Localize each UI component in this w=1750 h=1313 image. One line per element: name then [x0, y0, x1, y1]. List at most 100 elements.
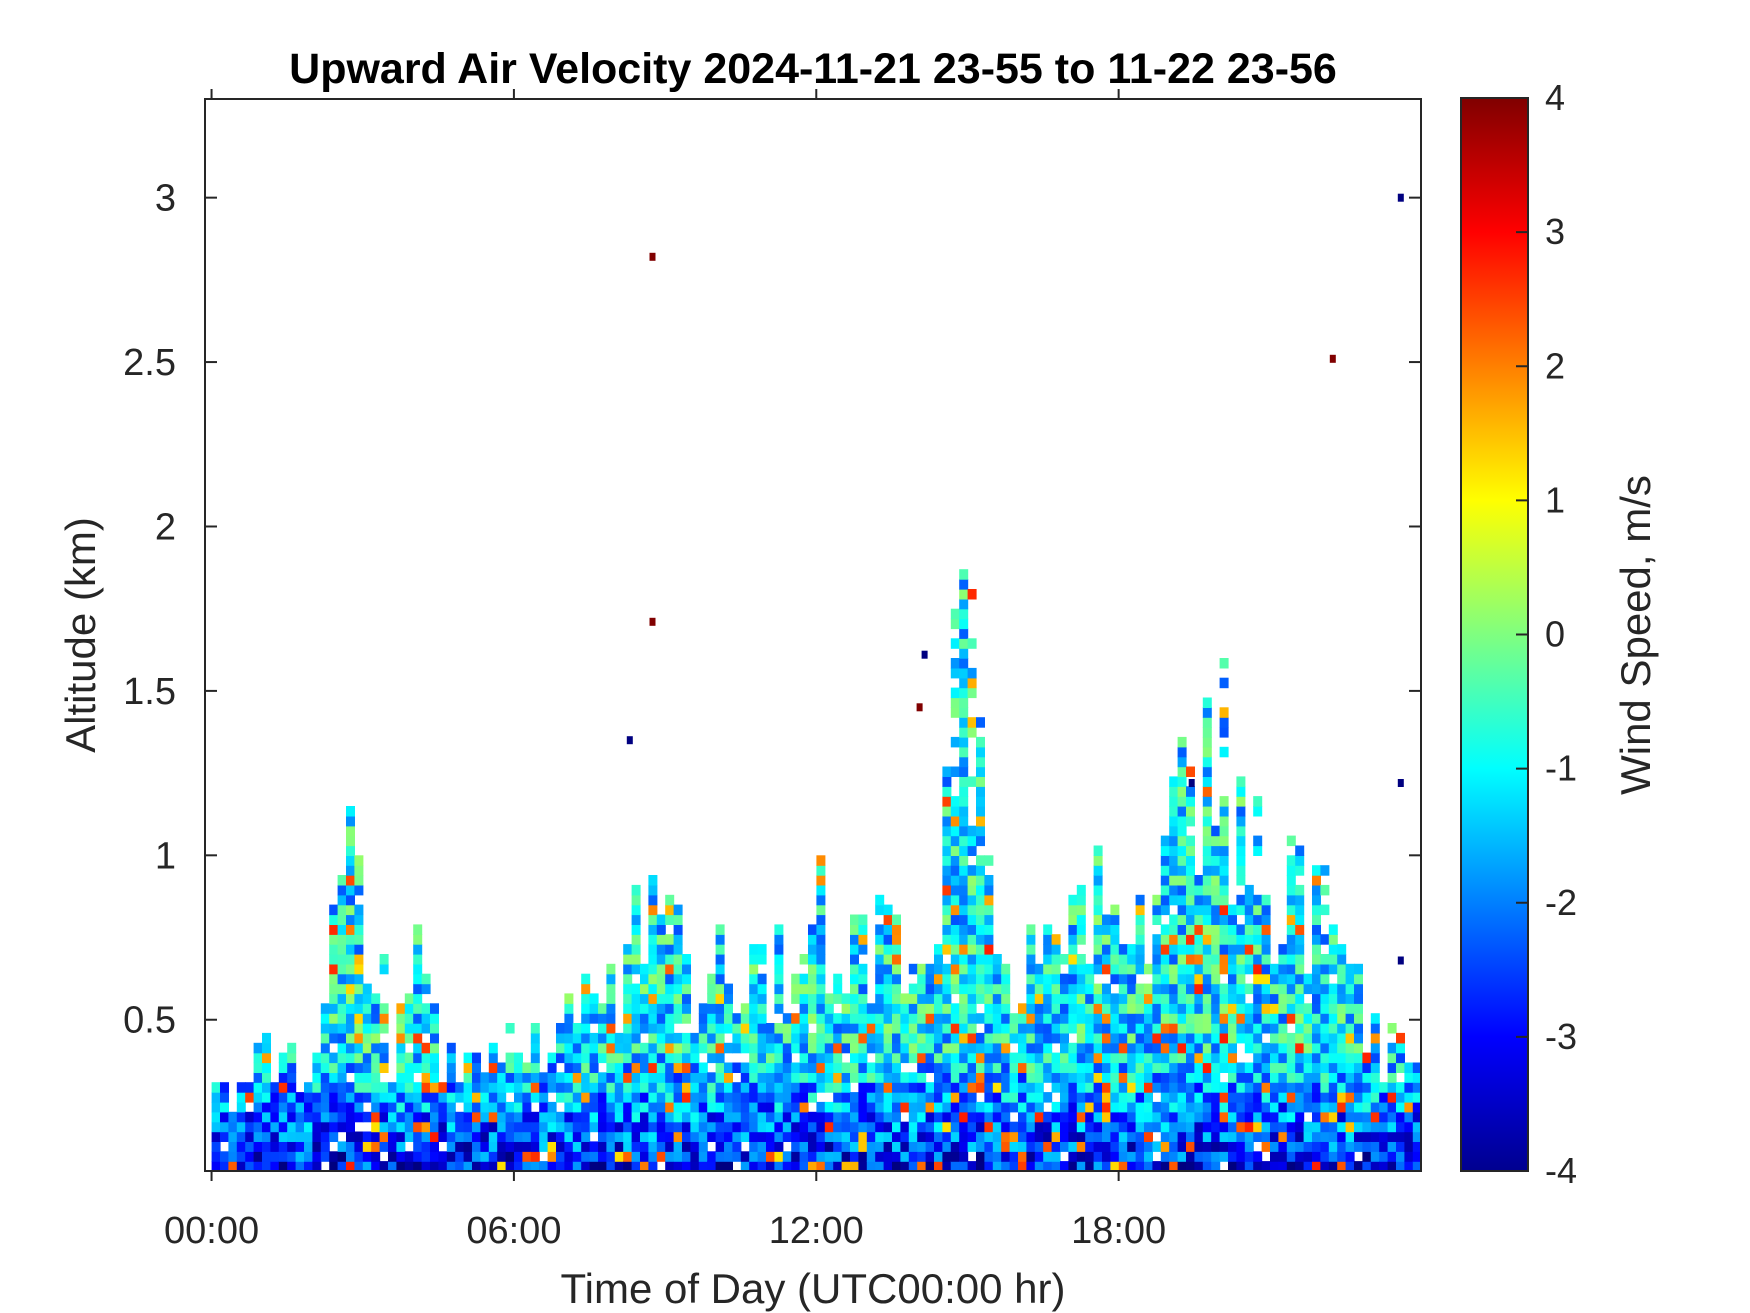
heatmap-cell — [1118, 1161, 1128, 1171]
heatmap-cell — [1211, 894, 1221, 906]
heatmap-cell — [648, 1023, 658, 1034]
heatmap-cell — [262, 1131, 271, 1142]
heatmap-cell — [1261, 904, 1271, 916]
heatmap-cell — [967, 1023, 977, 1034]
heatmap-cell — [354, 944, 364, 955]
heatmap-cell — [715, 1072, 725, 1083]
heatmap-cell — [1034, 1121, 1044, 1133]
heatmap-cell — [1337, 1082, 1347, 1093]
heatmap-cell — [959, 1121, 969, 1133]
heatmap-cell — [673, 1032, 683, 1044]
heatmap-cell — [1253, 796, 1263, 807]
heatmap-cell — [1202, 746, 1212, 758]
heatmap-cell — [698, 1131, 708, 1142]
heatmap-cell — [1093, 993, 1103, 1004]
heatmap-cell — [967, 983, 977, 995]
heatmap-cell — [749, 993, 759, 1004]
heatmap-cell — [1387, 1023, 1397, 1034]
heatmap-cell — [749, 1023, 759, 1034]
heatmap-cell — [1076, 1003, 1086, 1014]
heatmap-cell — [1320, 1111, 1330, 1123]
heatmap-cell — [371, 1131, 381, 1142]
heatmap-cell — [480, 1141, 490, 1152]
heatmap-cell — [673, 1111, 683, 1123]
heatmap-cell — [236, 1111, 246, 1123]
heatmap-cell — [278, 1121, 288, 1133]
heatmap-cell — [1127, 1082, 1137, 1093]
heatmap-cell — [1236, 1032, 1246, 1044]
heatmap-cell — [1060, 983, 1069, 995]
heatmap-cell — [446, 1082, 456, 1093]
heatmap-cell — [1261, 1092, 1271, 1103]
heatmap-cell — [1228, 1032, 1237, 1044]
heatmap-cell — [1219, 806, 1229, 817]
heatmap-cell — [774, 934, 784, 945]
heatmap-cell — [1244, 1003, 1254, 1014]
heatmap-cell — [245, 1151, 255, 1162]
heatmap-cell — [866, 1032, 876, 1044]
heatmap-cell — [1169, 1003, 1179, 1014]
heatmap-cell — [1337, 1072, 1347, 1083]
heatmap-cell — [1118, 1111, 1128, 1123]
heatmap-cell — [1202, 1003, 1212, 1014]
heatmap-cell — [816, 1141, 826, 1152]
heatmap-cell — [430, 1013, 439, 1024]
heatmap-cell — [211, 1121, 221, 1133]
heatmap-cell — [505, 1072, 515, 1083]
heatmap-cell — [757, 1101, 767, 1113]
y-tick-label: 3 — [155, 178, 176, 220]
heatmap-cell — [690, 1072, 700, 1083]
heatmap-cell — [799, 1161, 809, 1171]
heatmap-cell — [959, 687, 969, 699]
heatmap-cell — [1085, 983, 1095, 995]
heatmap-cell — [631, 1052, 641, 1064]
heatmap-cell — [354, 914, 364, 925]
heatmap-cell — [631, 1161, 641, 1171]
heatmap-cell — [1211, 1023, 1221, 1034]
heatmap-cell — [396, 1092, 406, 1103]
heatmap-cell — [211, 1141, 221, 1152]
heatmap-cell — [1194, 904, 1204, 916]
heatmap-cell — [371, 1111, 381, 1123]
heatmap-cell — [715, 983, 725, 995]
heatmap-cell — [824, 1151, 834, 1162]
heatmap-cell — [1085, 1131, 1095, 1142]
heatmap-cell — [984, 1111, 994, 1123]
heatmap-cell — [631, 934, 641, 945]
heatmap-cell — [598, 1131, 607, 1142]
heatmap-cell — [934, 1042, 943, 1054]
heatmap-cell — [833, 1141, 843, 1152]
heatmap-cell — [1135, 1023, 1145, 1034]
heatmap-cell — [1177, 796, 1187, 807]
heatmap-cell — [556, 1072, 565, 1083]
heatmap-cell — [1345, 1131, 1355, 1142]
heatmap-cell — [682, 1092, 691, 1103]
heatmap-cell — [295, 1121, 305, 1133]
heatmap-cell — [1160, 894, 1170, 906]
heatmap-cell — [942, 815, 952, 827]
isolated-point — [649, 617, 656, 626]
heatmap-cell — [1085, 1042, 1095, 1054]
heatmap-cell — [1211, 993, 1221, 1004]
heatmap-cell — [1320, 934, 1330, 945]
heatmap-cell — [799, 1032, 809, 1044]
heatmap-cell — [1202, 875, 1212, 886]
heatmap-cell — [707, 1042, 717, 1054]
heatmap-cell — [262, 1042, 271, 1054]
heatmap-cell — [1001, 1101, 1011, 1113]
heatmap-cell — [396, 1082, 406, 1093]
heatmap-cell — [329, 904, 339, 916]
heatmap-cell — [883, 1141, 893, 1152]
heatmap-cell — [505, 1111, 515, 1123]
heatmap-cell — [320, 1141, 330, 1152]
heatmap-cell — [1135, 1151, 1145, 1162]
heatmap-cell — [329, 924, 339, 935]
heatmap-cell — [757, 944, 767, 955]
heatmap-cell — [850, 1092, 859, 1103]
heatmap-cell — [1219, 924, 1229, 935]
heatmap-cell — [724, 1072, 733, 1083]
heatmap-cell — [1026, 1121, 1036, 1133]
heatmap-cell — [430, 1072, 439, 1083]
heatmap-cell — [1068, 1131, 1078, 1142]
heatmap-cell — [270, 1092, 280, 1103]
